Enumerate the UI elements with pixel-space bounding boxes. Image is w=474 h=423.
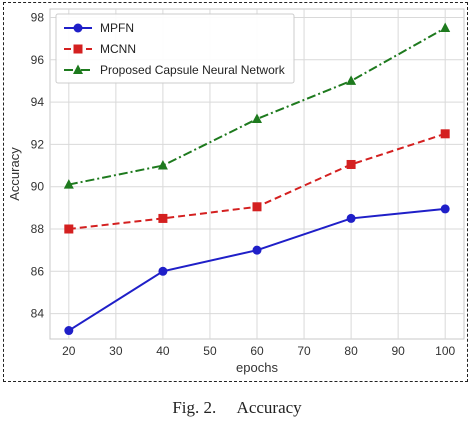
data-point-marker <box>252 245 262 255</box>
accuracy-line-chart: 20 30 40 50 60 70 80 90 100 84 86 88 90 92 94 96 98 MPFN… <box>7 8 465 375</box>
y-tick-label: 92 <box>31 137 45 151</box>
y-tick-label: 88 <box>31 222 45 236</box>
y-tick-label: 86 <box>31 264 45 278</box>
y-tick-label: 94 <box>31 95 45 109</box>
x-tick-label: 80 <box>344 344 358 358</box>
x-tick-label: 30 <box>109 344 123 358</box>
data-point-marker <box>64 224 74 234</box>
data-point-marker <box>252 113 262 123</box>
data-point-marker <box>346 159 356 169</box>
y-tick-label: 90 <box>31 180 45 194</box>
data-point-marker <box>440 129 450 139</box>
legend-marker <box>73 23 83 33</box>
data-point-marker <box>252 202 262 212</box>
legend-label: MCNN <box>100 42 136 56</box>
data-point-marker <box>64 326 74 336</box>
legend-marker <box>73 64 83 74</box>
x-tick-label: 70 <box>297 344 311 358</box>
legend-label: MPFN <box>100 21 134 35</box>
data-point-marker <box>63 179 74 189</box>
x-tick-label: 50 <box>203 344 217 358</box>
x-tick-label: 20 <box>62 344 76 358</box>
data-point-marker <box>158 213 168 223</box>
series-lines <box>63 22 451 336</box>
data-point-marker <box>346 213 356 223</box>
chart-frame: 20 30 40 50 60 70 80 90 100 84 86 88 90 92 94 96 98 MPFN… <box>3 2 468 382</box>
legend-box <box>55 13 295 84</box>
y-axis-label: Accuracy <box>7 147 22 201</box>
data-point-marker <box>440 204 450 214</box>
grid-lines <box>50 9 464 339</box>
figure-caption: Fig. 2. Accuracy <box>172 398 302 417</box>
data-point-marker <box>157 160 168 170</box>
data-point-marker <box>440 22 451 33</box>
x-axis-label: epochs <box>236 360 278 375</box>
y-tick-label: 98 <box>31 10 45 24</box>
tick-labels: 20 30 40 50 60 70 80 90 100 84 86 88 90 92 94 96 98 <box>31 10 456 358</box>
y-tick-label: 84 <box>31 307 45 321</box>
y-tick-label: 96 <box>31 53 45 67</box>
data-point-marker <box>158 266 168 276</box>
legend: MPFN MCNN Proposed Capsule Neural Network <box>55 13 295 84</box>
data-point-marker <box>346 75 357 85</box>
legend-marker <box>73 44 83 54</box>
x-tick-label: 100 <box>435 344 455 358</box>
x-tick-label: 60 <box>250 344 264 358</box>
x-tick-label: 90 <box>391 344 405 358</box>
x-tick-label: 40 <box>156 344 170 358</box>
legend-label: Proposed Capsule Neural Network <box>100 63 286 77</box>
